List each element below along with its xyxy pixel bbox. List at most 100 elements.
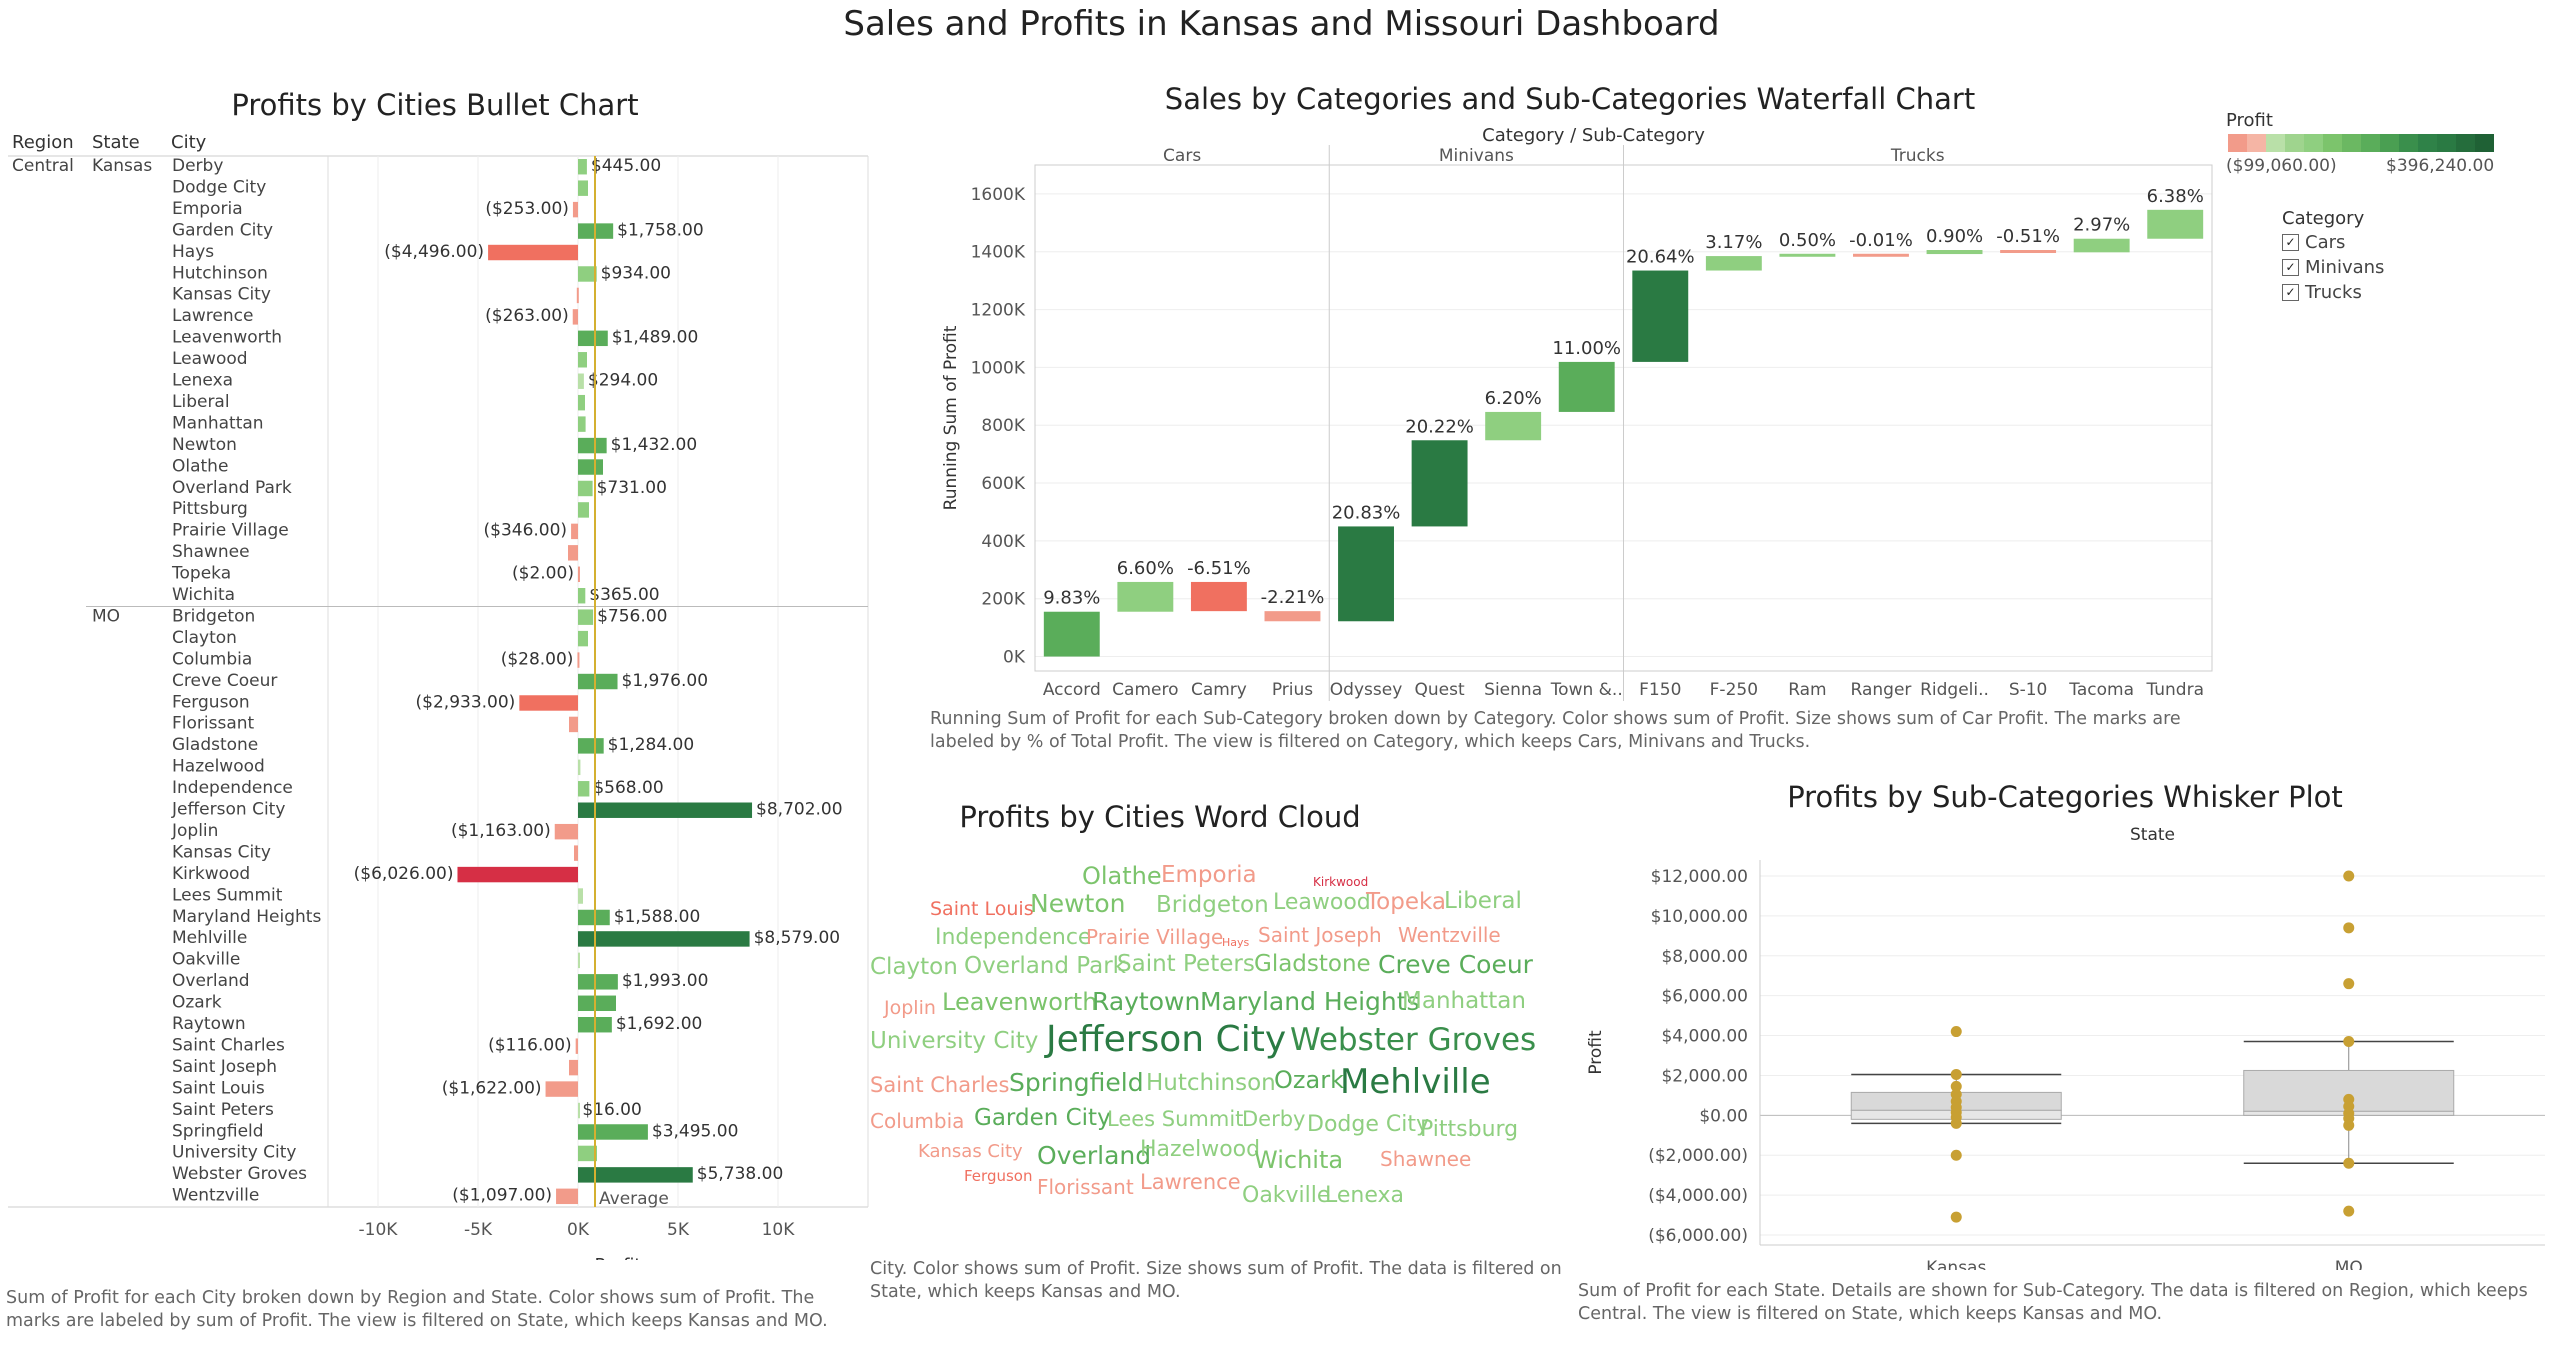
city-label: Hays — [172, 242, 214, 262]
profit-bar — [578, 952, 580, 969]
city-label: Prairie Village — [172, 521, 289, 541]
word-cloud-word: Ferguson — [964, 1167, 1033, 1186]
y-tick-label: $0.00 — [1699, 1106, 1748, 1126]
bar-value-label: $294.00 — [588, 371, 658, 391]
data-point — [1950, 1080, 1962, 1092]
data-point — [2343, 1205, 2355, 1217]
profit-bar — [575, 1038, 578, 1054]
word-cloud-word: Creve Coeur — [1378, 949, 1533, 979]
bullet-chart-title: Profits by Cities Bullet Chart — [231, 88, 639, 122]
profit-bar — [578, 373, 584, 389]
word-cloud-word: Wichita — [1254, 1145, 1344, 1174]
y-tick-label: 600K — [981, 474, 1025, 494]
profit-bar — [568, 545, 578, 561]
profit-bar — [578, 1102, 580, 1119]
word-cloud-word: Shawnee — [1380, 1147, 1472, 1171]
bar-value-label: $445.00 — [591, 156, 661, 176]
word-cloud-word: Lawrence — [1140, 1170, 1241, 1195]
subcategory-label: Ridgeli.. — [1920, 680, 1989, 700]
city-label: Hazelwood — [172, 757, 265, 777]
word-cloud-word: Manhattan — [1402, 988, 1526, 1015]
word-cloud-word: Prairie Village — [1086, 925, 1224, 949]
data-point — [1950, 1211, 1962, 1223]
y-tick-label: $2,000.00 — [1661, 1066, 1748, 1086]
city-label: Saint Charles — [172, 1035, 285, 1055]
city-label: Kirkwood — [172, 864, 250, 884]
bar-value-label: ($4,496.00) — [384, 242, 484, 262]
wordcloud-caption: City. Color shows sum of Profit. Size sh… — [870, 1259, 1562, 1302]
y-tick-label: $4,000.00 — [1661, 1027, 1748, 1047]
bullet-caption: Sum of Profit for each City broken down … — [6, 1288, 828, 1331]
data-point — [1950, 1026, 1962, 1038]
checkbox-icon[interactable]: ✓ — [2282, 284, 2299, 301]
word-cloud-word: Leawood — [1273, 890, 1371, 916]
word-cloud-word: Mehlville — [1340, 1062, 1491, 1103]
word-cloud-word: Gladstone — [1254, 951, 1371, 978]
x-tick-label: -5K — [464, 1220, 493, 1240]
bar-value-label: $8,702.00 — [756, 800, 843, 820]
category-filter-minivans[interactable]: ✓ Minivans — [2282, 257, 2384, 278]
bar-value-label: $1,758.00 — [617, 220, 704, 240]
word-cloud-word: Bridgeton — [1156, 892, 1269, 919]
word-cloud-word: Garden City — [974, 1105, 1111, 1132]
checkbox-icon[interactable]: ✓ — [2282, 234, 2299, 251]
category-label: Cars — [1163, 146, 1201, 166]
bar-value-label: $1,432.00 — [611, 435, 698, 455]
data-point — [1950, 1117, 1962, 1129]
y-tick-label: 800K — [981, 416, 1025, 436]
profit-bar — [578, 909, 610, 926]
city-label: Hutchinson — [172, 263, 268, 283]
profit-bar — [577, 566, 580, 582]
profit-bar — [578, 1124, 648, 1140]
city-label: Olathe — [172, 456, 228, 476]
bar-value-label: $1,976.00 — [622, 671, 709, 691]
word-cloud-word: Olathe — [1082, 861, 1162, 890]
profit-bar — [578, 180, 588, 196]
bar-percent-label: 9.83% — [1043, 588, 1100, 609]
city-label: Saint Louis — [172, 1078, 265, 1098]
subcategory-label: Camero — [1112, 680, 1178, 700]
subcategory-label: Tundra — [2145, 680, 2204, 700]
profit-bar — [578, 609, 594, 625]
data-point — [2343, 1036, 2355, 1048]
category-filter-cars[interactable]: ✓ Cars — [2282, 232, 2345, 253]
profit-color-ramp[interactable] — [2228, 134, 2494, 152]
word-cloud-word: Kirkwood — [1313, 874, 1369, 889]
state-header: State — [92, 132, 140, 153]
bar-value-label: $1,588.00 — [614, 907, 701, 927]
bar-percent-label: 2.97% — [2073, 215, 2130, 236]
data-point — [2343, 1119, 2355, 1131]
waterfall-bar — [2000, 250, 2057, 254]
subcategory-label: Odyssey — [1330, 680, 1402, 700]
y-tick-label: 0K — [1003, 648, 1026, 668]
word-cloud-word: Raytown — [1092, 986, 1201, 1016]
subcategory-label: Town &.. — [1550, 680, 1623, 700]
city-label: Overland — [172, 971, 250, 991]
data-point — [1950, 1149, 1962, 1161]
profit-bar — [578, 630, 588, 647]
bar-percent-label: 6.20% — [1485, 388, 1542, 409]
subcategory-label: Sienna — [1484, 680, 1542, 700]
profit-bar — [578, 459, 603, 475]
profit-bar — [556, 1188, 578, 1205]
bar-value-label: $1,489.00 — [612, 328, 699, 348]
bar-value-label: $934.00 — [601, 263, 671, 283]
bar-value-label: $1,993.00 — [622, 971, 709, 991]
category-filter-trucks[interactable]: ✓ Trucks — [2282, 282, 2362, 303]
y-tick-label: $8,000.00 — [1661, 947, 1748, 967]
waterfall-bar — [1926, 250, 1983, 255]
word-cloud-word: Hazelwood — [1140, 1137, 1261, 1163]
city-label: Leavenworth — [172, 328, 282, 348]
category-filter-label: Minivans — [2305, 257, 2385, 278]
city-label: Emporia — [172, 199, 243, 219]
checkbox-icon[interactable]: ✓ — [2282, 259, 2299, 276]
city-label: Lenexa — [172, 371, 233, 391]
bar-value-label: $1,284.00 — [608, 735, 695, 755]
waterfall-bar — [1338, 526, 1394, 622]
y-tick-label: $6,000.00 — [1661, 987, 1748, 1007]
state-axis-label: Kansas — [1926, 1258, 1986, 1270]
bar-value-label: $756.00 — [597, 606, 667, 626]
y-tick-label: $12,000.00 — [1651, 867, 1748, 887]
word-cloud-word: University City — [870, 1028, 1039, 1055]
y-tick-label: 200K — [981, 590, 1025, 610]
